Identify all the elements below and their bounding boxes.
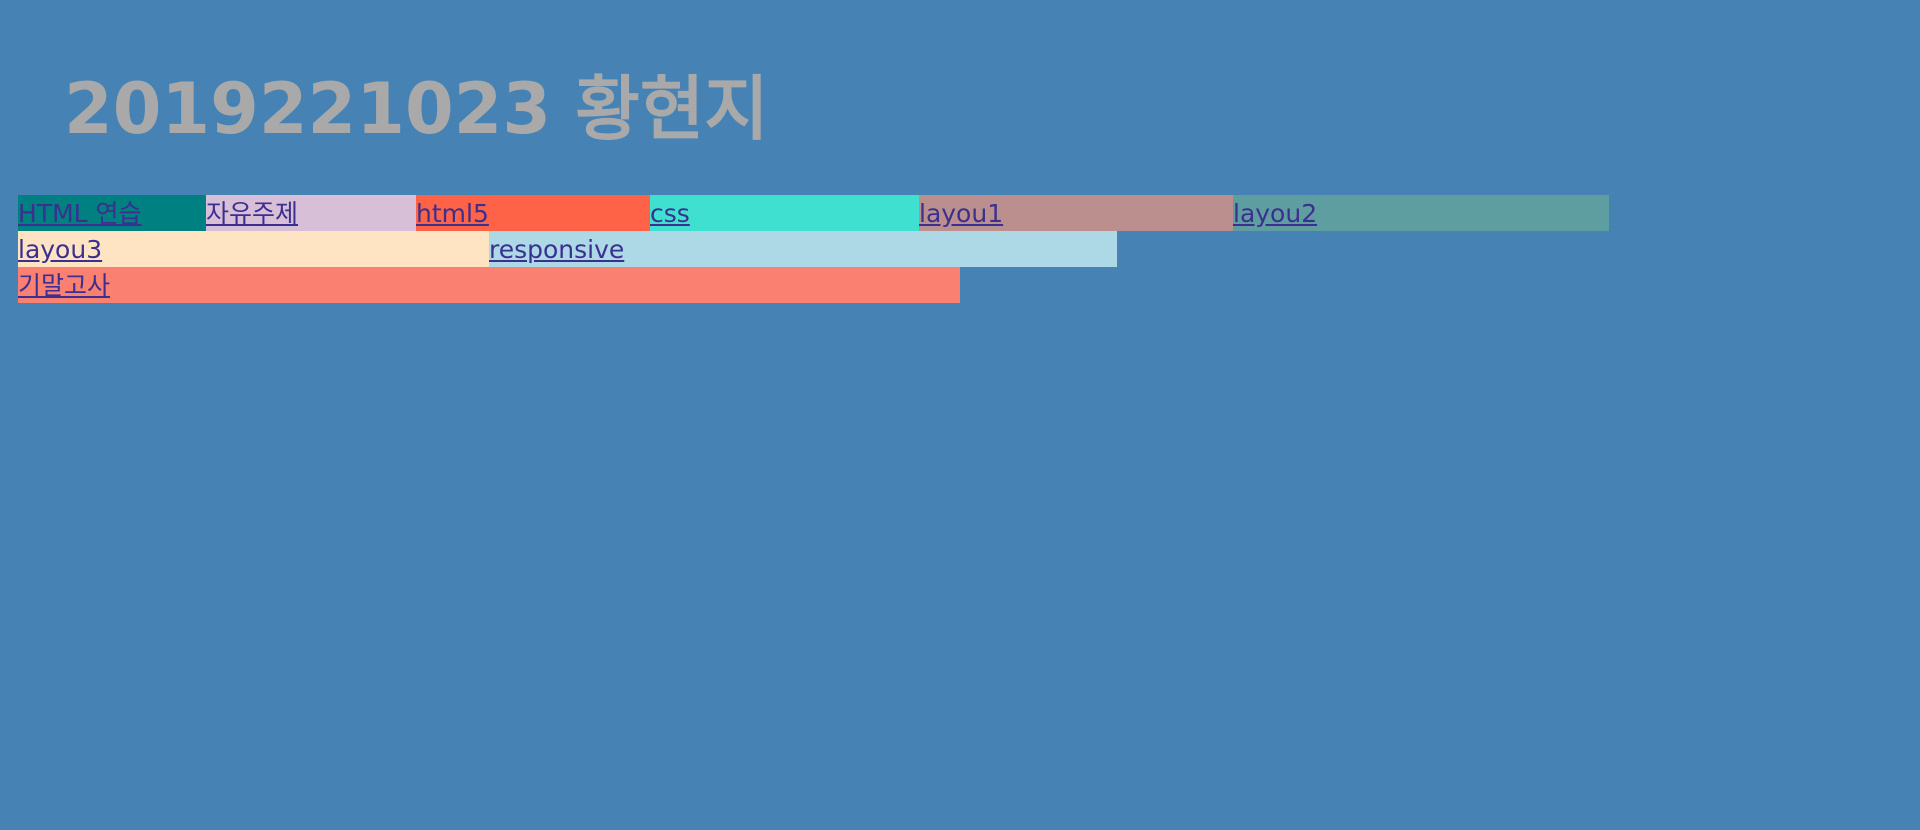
nav-link-responsive[interactable]: responsive	[489, 231, 1117, 267]
nav-row-2: layou3 responsive	[18, 231, 1117, 267]
nav-link-final-exam[interactable]: 기말고사	[18, 267, 960, 303]
nav-link-layou1[interactable]: layou1	[919, 195, 1233, 231]
nav-row-1: HTML 연습 자유주제 html5 css layou1 layou2	[18, 195, 1609, 231]
nav-link-html-practice[interactable]: HTML 연습	[18, 195, 206, 231]
page-title: 2019221023 황현지	[64, 68, 769, 150]
nav-link-layou3[interactable]: layou3	[18, 231, 489, 267]
nav-link-free-topic[interactable]: 자유주제	[206, 195, 416, 231]
nav-link-layou2[interactable]: layou2	[1233, 195, 1609, 231]
nav-link-html5[interactable]: html5	[416, 195, 650, 231]
nav-row-3: 기말고사	[18, 267, 960, 303]
nav-link-css[interactable]: css	[650, 195, 919, 231]
